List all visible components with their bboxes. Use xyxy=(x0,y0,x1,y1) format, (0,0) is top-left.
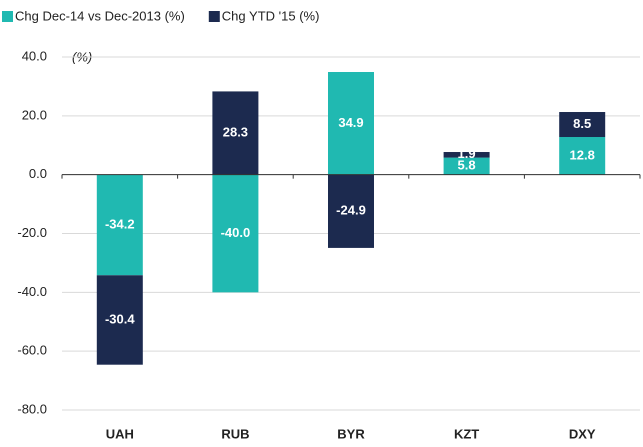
x-tick-label: DXY xyxy=(569,426,596,441)
x-tick-label: UAH xyxy=(106,426,134,441)
x-tick-label: RUB xyxy=(221,426,249,441)
bar-segment xyxy=(212,91,259,175)
value-label: 1.9 xyxy=(458,146,476,161)
value-label: 34.9 xyxy=(338,115,363,130)
bar-segment xyxy=(443,152,490,158)
value-label: -30.4 xyxy=(105,311,135,326)
y-tick-label: -40.0 xyxy=(17,284,47,299)
bar-segment xyxy=(559,137,606,175)
value-label: -24.9 xyxy=(336,203,366,218)
value-label: 12.8 xyxy=(570,147,595,162)
x-tick-label: BYR xyxy=(337,426,365,441)
y-tick-label: 40.0 xyxy=(22,48,47,63)
value-label: -34.2 xyxy=(105,216,135,231)
y-tick-label: -80.0 xyxy=(17,401,47,416)
y-tick-label: -20.0 xyxy=(17,225,47,240)
bar-segment xyxy=(96,275,143,365)
bar-segment xyxy=(96,174,143,276)
legend-swatch xyxy=(208,11,220,22)
bar-segment xyxy=(212,174,259,293)
legend-swatch xyxy=(2,11,13,22)
y-tick-label: 0.0 xyxy=(29,166,47,181)
value-label: 5.8 xyxy=(458,158,476,173)
value-label: -40.0 xyxy=(221,225,251,240)
bar-segment xyxy=(328,174,374,248)
y-tick-label: 20.0 xyxy=(22,107,47,122)
legend-label: Chg Dec-14 vs Dec-2013 (%) xyxy=(15,8,185,23)
x-tick-label: KZT xyxy=(454,426,479,441)
y-tick-label: -60.0 xyxy=(17,343,47,358)
legend-label: Chg YTD '15 (%) xyxy=(222,8,320,23)
bar-segment xyxy=(443,157,490,175)
bar-segment xyxy=(328,72,374,175)
bar-segment xyxy=(559,112,606,138)
value-label: 28.3 xyxy=(223,124,248,139)
value-label: 8.5 xyxy=(573,116,591,131)
